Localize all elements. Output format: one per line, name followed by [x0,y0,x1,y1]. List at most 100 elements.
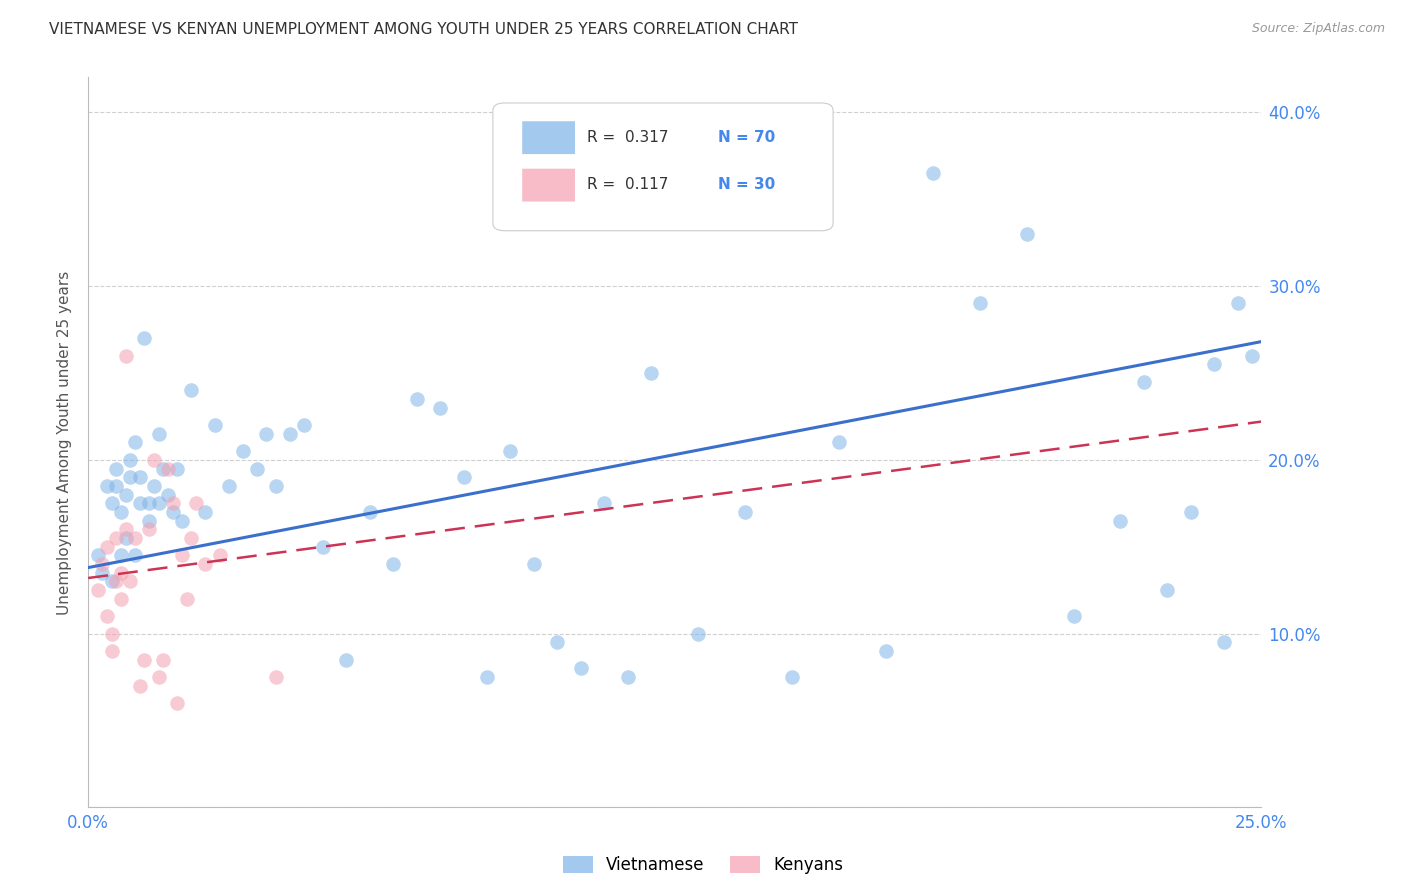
Point [100,574,122,589]
Point [120,574,142,589]
Point [292,418,315,433]
Point [359,505,381,519]
Point [335,653,357,667]
Point [640,366,662,380]
Point [110,591,132,606]
Y-axis label: Unemployment Among Youth under 25 years: Unemployment Among Youth under 25 years [58,270,72,615]
Point [569,661,592,675]
Point [148,670,170,684]
Point [1063,609,1085,624]
Point [105,531,128,545]
Point [180,384,202,398]
Point [969,296,991,310]
Point [617,670,640,684]
Point [134,653,156,667]
Point [1226,296,1249,310]
Point [114,522,136,536]
Point [148,426,170,441]
Point [256,426,278,441]
Point [194,505,217,519]
Point [114,531,136,545]
Point [142,479,165,493]
Point [148,496,170,510]
Point [86,549,108,563]
Point [1204,357,1226,371]
Point [128,496,150,510]
Point [124,531,146,545]
Point [429,401,451,415]
Point [828,435,851,450]
Point [120,453,142,467]
Text: R =  0.317: R = 0.317 [586,130,668,145]
Point [170,514,193,528]
Point [156,461,179,475]
Text: VIETNAMESE VS KENYAN UNEMPLOYMENT AMONG YOUTH UNDER 25 YEARS CORRELATION CHART: VIETNAMESE VS KENYAN UNEMPLOYMENT AMONG … [49,22,799,37]
Point [110,505,132,519]
Point [523,557,546,571]
Point [114,349,136,363]
Point [184,496,207,510]
Point [142,453,165,467]
Point [264,479,287,493]
FancyBboxPatch shape [494,103,834,231]
Point [124,435,146,450]
Point [166,461,188,475]
Point [124,549,146,563]
Point [96,609,118,624]
Point [232,444,254,458]
Text: N = 70: N = 70 [718,130,775,145]
Point [1180,505,1202,519]
Point [194,557,217,571]
Point [110,549,132,563]
Point [152,461,174,475]
Point [105,479,128,493]
Legend: Vietnamese, Kenyans: Vietnamese, Kenyans [558,851,848,880]
Point [921,166,943,180]
Point [91,557,114,571]
Point [96,479,118,493]
Point [180,531,202,545]
Point [1015,227,1038,241]
Point [1212,635,1234,649]
Point [96,540,118,554]
Point [734,505,756,519]
Point [312,540,335,554]
Point [1109,514,1132,528]
Point [1240,349,1263,363]
Point [110,566,132,580]
Point [138,496,160,510]
Point [105,461,128,475]
Text: R =  0.117: R = 0.117 [586,178,668,193]
Text: N = 30: N = 30 [718,178,775,193]
Point [453,470,475,484]
Point [162,496,184,510]
Point [114,487,136,501]
Point [780,670,803,684]
Point [128,679,150,693]
Point [120,470,142,484]
Point [134,331,156,345]
Point [166,696,188,710]
Point [475,670,498,684]
Point [218,479,240,493]
Point [138,514,160,528]
Point [278,426,301,441]
Point [100,626,122,640]
FancyBboxPatch shape [522,121,575,154]
Point [156,487,179,501]
Point [1156,583,1178,598]
FancyBboxPatch shape [522,169,575,202]
Point [128,470,150,484]
Point [499,444,522,458]
Point [105,574,128,589]
Point [264,670,287,684]
Point [246,461,269,475]
Point [875,644,897,658]
Point [688,626,710,640]
Point [593,496,616,510]
Point [170,549,193,563]
Point [176,591,198,606]
Point [1133,375,1156,389]
Point [100,496,122,510]
Point [405,392,427,406]
